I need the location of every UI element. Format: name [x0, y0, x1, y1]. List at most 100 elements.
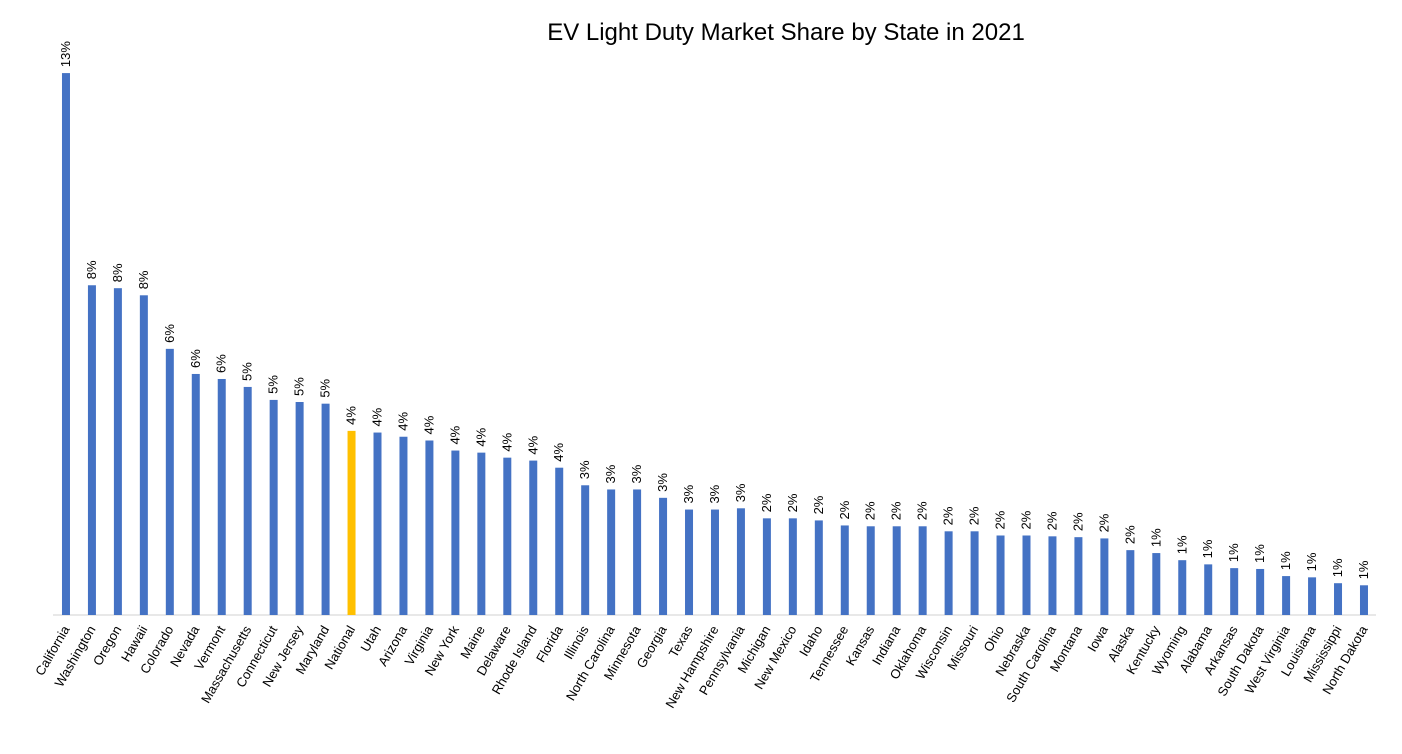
data-label: 2%	[837, 500, 852, 519]
bar	[736, 508, 745, 615]
data-label: 8%	[136, 270, 151, 289]
data-label: 6%	[214, 354, 229, 373]
chart-title: EV Light Duty Market Share by State in 2…	[547, 19, 1025, 46]
data-label: 6%	[188, 349, 203, 368]
data-label: 1%	[1304, 552, 1319, 571]
data-label: 3%	[707, 484, 722, 503]
data-label: 4%	[344, 406, 359, 425]
data-label: 2%	[811, 495, 826, 514]
bar	[347, 430, 356, 615]
data-label: 1%	[1200, 539, 1215, 558]
data-label: 3%	[577, 460, 592, 479]
bar	[1256, 568, 1265, 615]
data-label: 3%	[733, 483, 748, 502]
data-label: 5%	[240, 362, 255, 381]
data-label: 2%	[915, 501, 930, 520]
bar	[1074, 537, 1083, 615]
bar	[710, 509, 719, 615]
data-label: 2%	[863, 501, 878, 520]
data-label: 2%	[941, 506, 956, 525]
data-label: 2%	[1019, 510, 1034, 529]
data-label: 4%	[421, 415, 436, 434]
bar	[1230, 568, 1239, 615]
bar	[633, 489, 642, 615]
data-label: 2%	[1096, 513, 1111, 532]
bar	[425, 440, 434, 615]
bar	[918, 526, 927, 615]
data-label: 2%	[759, 493, 774, 512]
data-label: 3%	[603, 464, 618, 483]
data-label: 2%	[785, 493, 800, 512]
bar	[866, 526, 875, 615]
data-label: 1%	[1252, 544, 1267, 563]
bar	[243, 386, 252, 615]
data-label: 2%	[889, 501, 904, 520]
bar	[1048, 536, 1057, 615]
data-label: 4%	[395, 412, 410, 431]
bar	[788, 518, 797, 615]
data-label: 1%	[1356, 560, 1371, 579]
data-label: 3%	[629, 464, 644, 483]
bar	[762, 518, 771, 615]
bar	[61, 73, 70, 616]
data-label: 1%	[1148, 528, 1163, 547]
bar	[321, 403, 330, 615]
bar	[944, 531, 953, 615]
bar	[1282, 576, 1291, 615]
data-label: 3%	[655, 473, 670, 492]
data-label: 2%	[1070, 512, 1085, 531]
data-label: 4%	[447, 425, 462, 444]
x-tick-label: Florida	[533, 622, 566, 665]
data-label: 1%	[1330, 558, 1345, 577]
data-label: 8%	[84, 260, 99, 279]
data-label: 2%	[1122, 525, 1137, 544]
bar	[477, 452, 486, 615]
bar	[139, 295, 148, 615]
x-tick-label: Utah	[357, 623, 384, 654]
data-label: 5%	[318, 378, 333, 397]
bar	[373, 432, 382, 615]
bar	[1100, 538, 1109, 615]
data-label: 5%	[266, 375, 281, 394]
bar	[581, 485, 590, 615]
x-tick-label: Ohio	[980, 623, 1007, 654]
data-label: 13%	[58, 41, 73, 67]
data-label: 1%	[1226, 543, 1241, 562]
bar	[1126, 550, 1135, 615]
bar	[1022, 535, 1031, 615]
bar	[165, 348, 174, 615]
bar	[555, 467, 564, 615]
bar	[996, 535, 1005, 615]
bar	[399, 436, 408, 615]
bar	[295, 402, 304, 615]
data-label: 1%	[1174, 535, 1189, 554]
bar	[1334, 583, 1343, 615]
bar	[1308, 577, 1317, 615]
bar	[529, 460, 538, 615]
data-label: 6%	[162, 324, 177, 343]
data-label: 5%	[292, 377, 307, 396]
data-label: 3%	[681, 484, 696, 503]
x-tick-label: Iowa	[1084, 622, 1111, 654]
bar	[970, 531, 979, 615]
bar	[1359, 585, 1368, 615]
bar	[659, 497, 668, 615]
bar	[892, 526, 901, 615]
bar	[87, 285, 96, 615]
bar	[607, 489, 616, 615]
bar	[191, 373, 200, 615]
data-label: 4%	[551, 442, 566, 461]
bar	[685, 509, 694, 615]
data-label: 4%	[473, 427, 488, 446]
data-label: 2%	[967, 506, 982, 525]
bar	[1204, 564, 1213, 615]
data-label: 8%	[110, 263, 125, 282]
bar	[503, 457, 512, 615]
bar	[269, 399, 278, 615]
data-label: 4%	[370, 407, 385, 426]
bar	[1152, 553, 1161, 615]
data-label: 2%	[1044, 511, 1059, 530]
data-label: 4%	[499, 432, 514, 451]
bar	[113, 288, 122, 615]
